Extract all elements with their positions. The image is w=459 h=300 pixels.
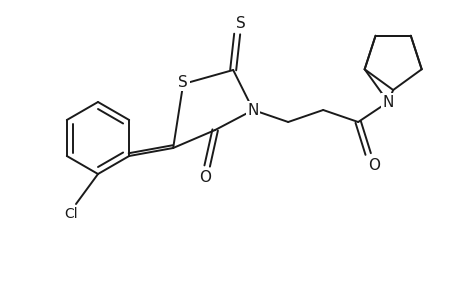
Text: S: S: [178, 74, 188, 89]
Text: S: S: [236, 16, 246, 31]
Text: O: O: [367, 158, 379, 172]
Text: N: N: [381, 94, 393, 110]
Text: N: N: [247, 103, 258, 118]
Text: O: O: [199, 169, 211, 184]
Text: Cl: Cl: [64, 207, 78, 221]
